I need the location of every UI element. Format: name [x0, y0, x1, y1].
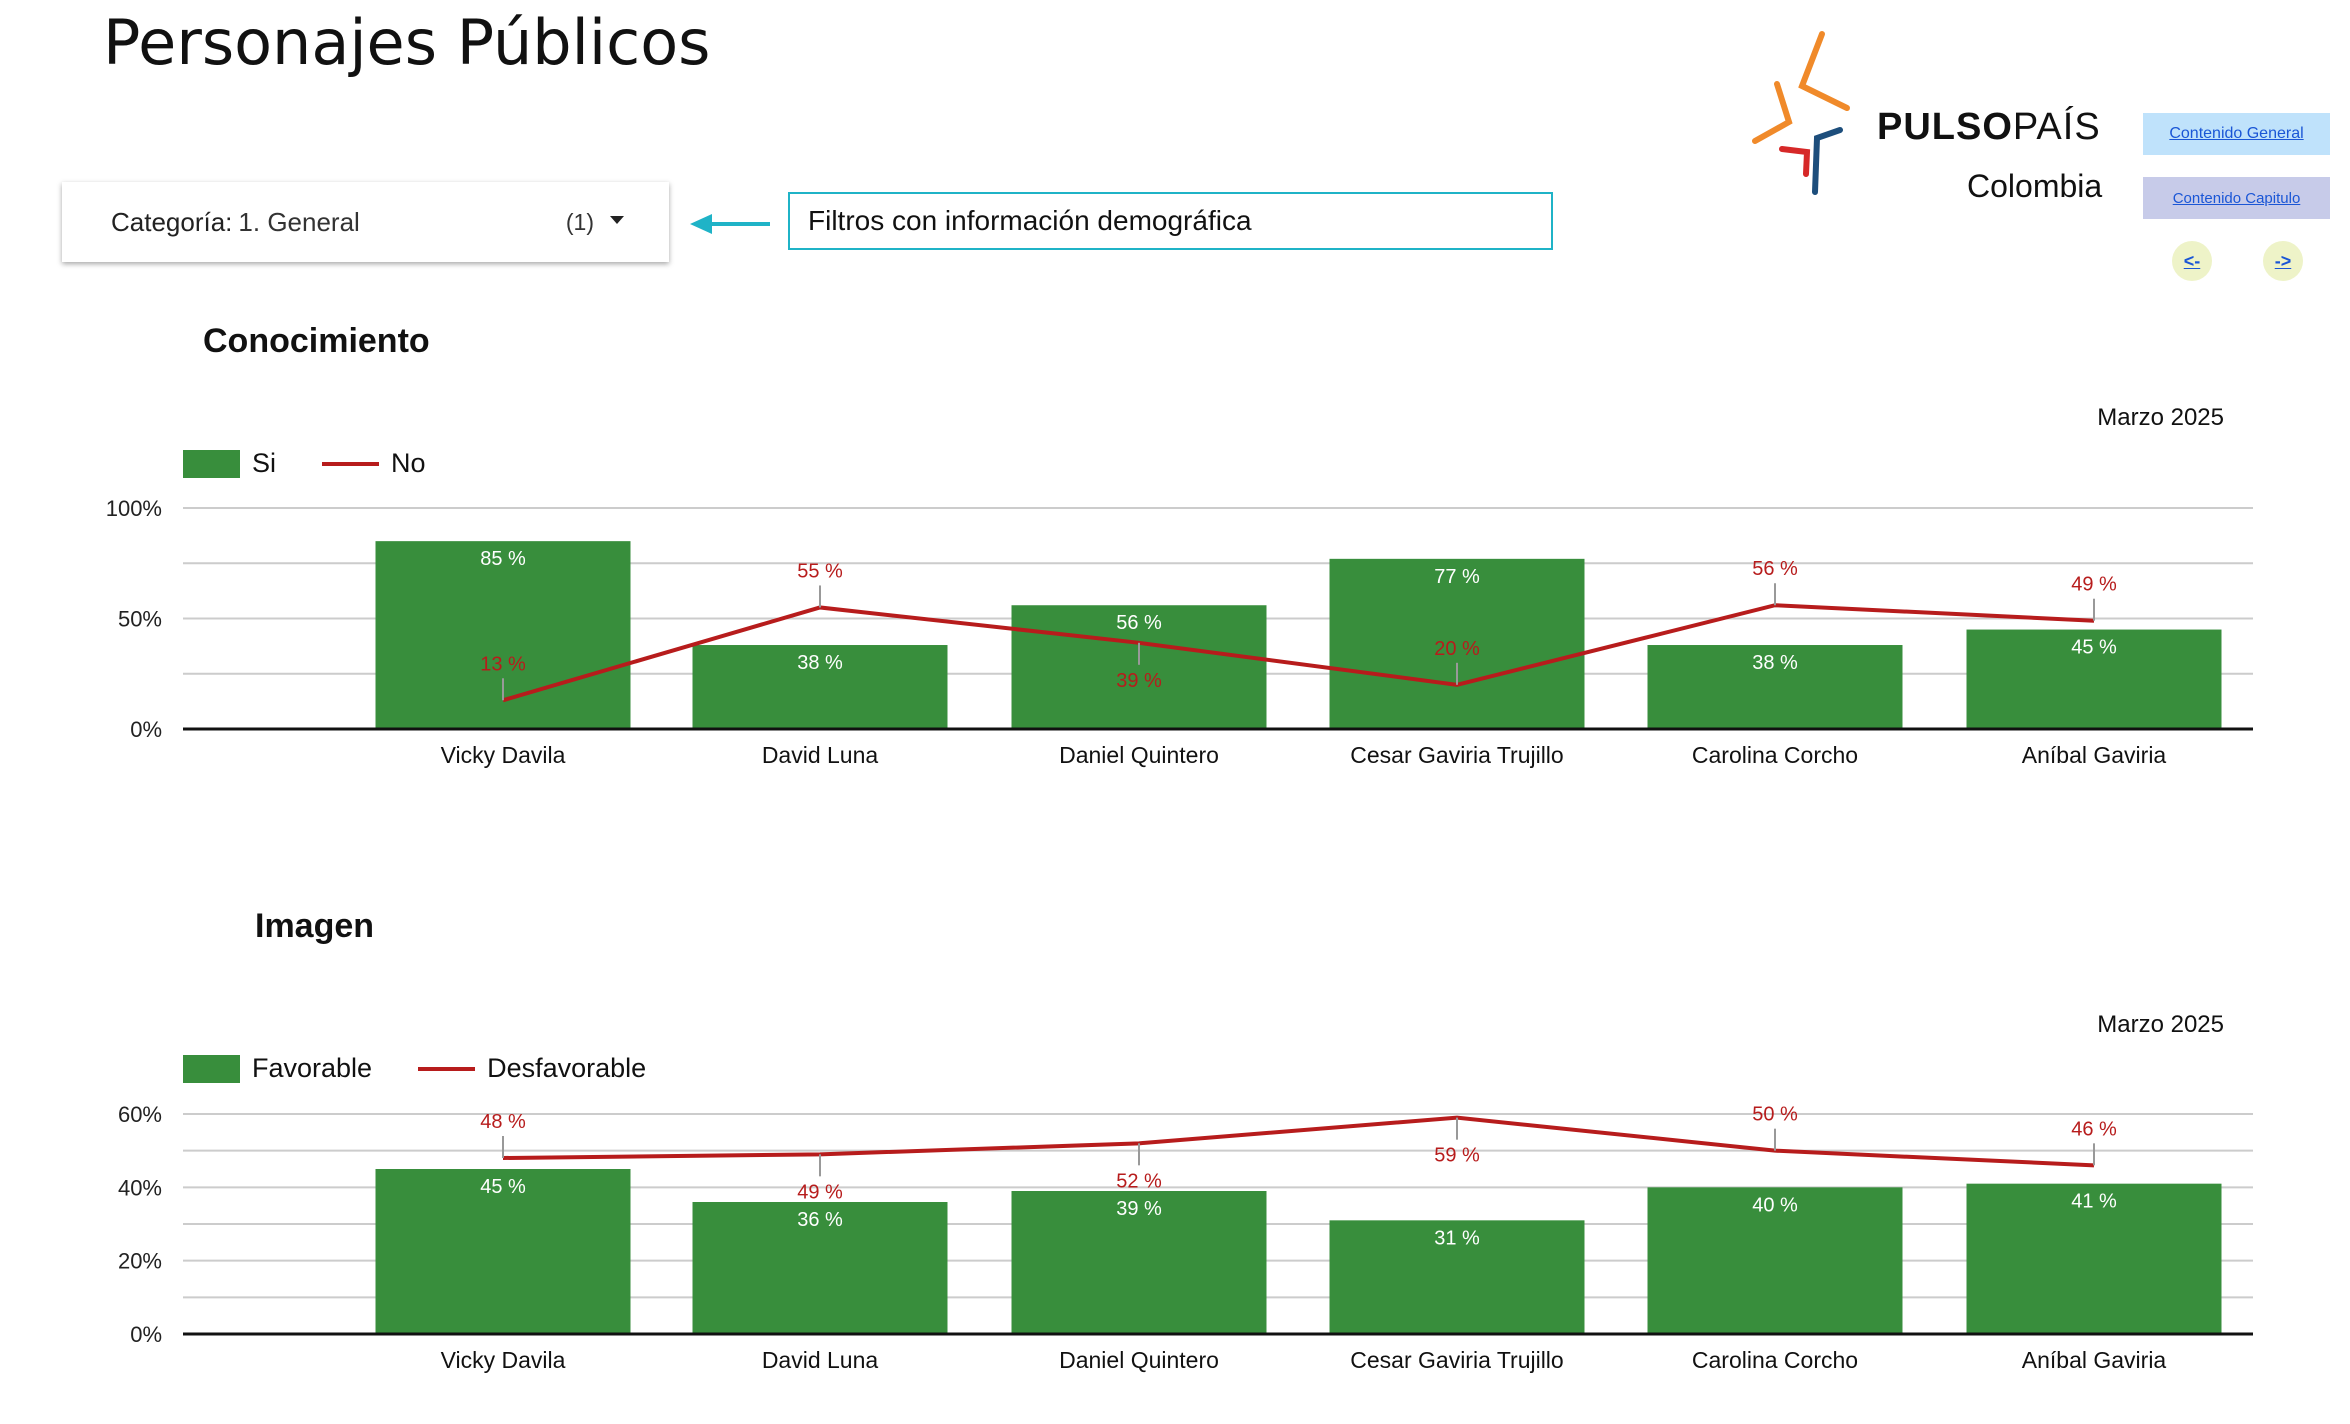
bar-value-label: 36 % [797, 1209, 843, 1231]
x-tick-label: Cesar Gaviria Trujillo [1350, 1347, 1563, 1373]
next-page-button[interactable]: -> [2263, 241, 2303, 281]
y-tick-label: 0% [130, 717, 162, 742]
bar-value-label: 40 % [1752, 1194, 1798, 1216]
line-value-label: 20 % [1434, 638, 1480, 660]
chart-imagen: 0% 20% 40% 60% 45 % Vicky Davila 36 % David Lun… [118, 1102, 2253, 1373]
legend-label: Desfavorable [487, 1053, 647, 1083]
chart-period: Marzo 2025 [2097, 404, 2224, 431]
category-filter[interactable]: Categoría: 1. General (1) [62, 182, 669, 262]
bar [375, 1169, 631, 1334]
bar [1011, 1191, 1267, 1334]
filter-count: (1) [565, 208, 594, 235]
chart-legend: Si No [183, 448, 426, 479]
logo-brand-light: PAÍS [2012, 106, 2101, 148]
page-title: Personajes Públicos [103, 6, 711, 79]
chart-conocimiento: 0% 50% 100% 85 % Vicky Davila 38 % David Luna 5… [106, 496, 2253, 768]
x-tick-label: Daniel Quintero [1059, 742, 1219, 768]
x-tick-label: Daniel Quintero [1059, 1347, 1219, 1373]
chart-legend: Favorable Desfavorable [183, 1053, 646, 1084]
logo-mark-icon [1752, 31, 1850, 195]
line-value-label: 55 % [797, 560, 843, 582]
x-tick-label: Cesar Gaviria Trujillo [1350, 742, 1563, 768]
line-series [502, 1115, 2095, 1168]
arrow-left-icon [690, 214, 770, 234]
x-tick-label: Carolina Corcho [1692, 1347, 1858, 1373]
line-value-label: 50 % [1752, 1104, 1798, 1126]
x-tick-label: David Luna [762, 742, 879, 768]
line-series [502, 603, 2095, 703]
x-tick-label: Vicky Davila [441, 742, 566, 768]
legend-label: Si [252, 448, 277, 478]
x-tick-label: Vicky Davila [441, 1347, 566, 1373]
filter-note: Filtros con información demográfica [788, 192, 1553, 250]
line-value-label: 39 % [1116, 670, 1162, 692]
chevron-down-icon [610, 216, 624, 224]
y-tick-label: 40% [118, 1175, 162, 1200]
chart-period: Marzo 2025 [2097, 1011, 2224, 1038]
x-tick-label: Carolina Corcho [1692, 742, 1858, 768]
y-tick-label: 50% [118, 607, 162, 632]
bar-value-label: 56 % [1116, 612, 1162, 634]
line-value-label: 52 % [1116, 1170, 1162, 1192]
pulsopais-logo: PULSOPAÍS Colombia [1735, 28, 2115, 208]
filter-label: Categoría: [111, 206, 233, 237]
legend-swatch-line [418, 1066, 476, 1071]
bar [1011, 605, 1267, 729]
legend-label: No [391, 448, 426, 478]
logo-brand-bold: PULSO [1877, 106, 2013, 148]
bar [1647, 1187, 1903, 1334]
bar-value-label: 39 % [1116, 1198, 1162, 1220]
bar [1966, 1183, 2222, 1334]
bar-value-label: 41 % [2071, 1191, 2117, 1213]
legend-swatch-line [322, 461, 380, 466]
bar-value-label: 77 % [1434, 566, 1480, 588]
line-value-label: 49 % [2071, 574, 2117, 596]
contenido-general-link[interactable]: Contenido General [2143, 113, 2330, 155]
legend-swatch-bar [183, 1054, 240, 1083]
bar [1329, 558, 1585, 729]
line-value-label: 13 % [480, 653, 526, 675]
y-tick-label: 60% [118, 1102, 162, 1127]
bar-value-label: 85 % [480, 548, 526, 570]
line-value-label: 46 % [2071, 1118, 2117, 1140]
legend-label: Favorable [252, 1053, 373, 1083]
y-tick-label: 20% [118, 1249, 162, 1274]
logo-sub: Colombia [1967, 168, 2103, 204]
chart-title-conocimiento: Conocimiento [203, 322, 430, 360]
line-value-label: 48 % [480, 1111, 526, 1133]
chart-title-imagen: Imagen [255, 907, 375, 945]
bar-value-label: 38 % [797, 652, 843, 674]
line-value-label: 56 % [1752, 558, 1798, 580]
x-tick-label: David Luna [762, 1347, 879, 1373]
bar [1966, 629, 2222, 729]
contenido-capitulo-link[interactable]: Contenido Capitulo [2143, 177, 2330, 219]
y-tick-label: 100% [106, 496, 162, 521]
y-tick-label: 0% [130, 1322, 162, 1347]
bar [1329, 1220, 1585, 1334]
legend-swatch-bar [183, 449, 240, 478]
bar-value-label: 31 % [1434, 1227, 1480, 1249]
x-tick-label: Aníbal Gaviria [2022, 742, 2167, 768]
bar-value-label: 45 % [2071, 637, 2117, 659]
bar [692, 1202, 948, 1334]
line-value-label: 49 % [797, 1181, 843, 1203]
bar [692, 645, 948, 729]
bar-value-label: 38 % [1752, 652, 1798, 674]
prev-page-button[interactable]: <- [2172, 241, 2212, 281]
bar-value-label: 45 % [480, 1176, 526, 1198]
filter-value: 1. General [238, 206, 360, 237]
line-value-label: 59 % [1434, 1145, 1480, 1167]
x-tick-label: Aníbal Gaviria [2022, 1347, 2167, 1373]
bar [1647, 645, 1903, 729]
